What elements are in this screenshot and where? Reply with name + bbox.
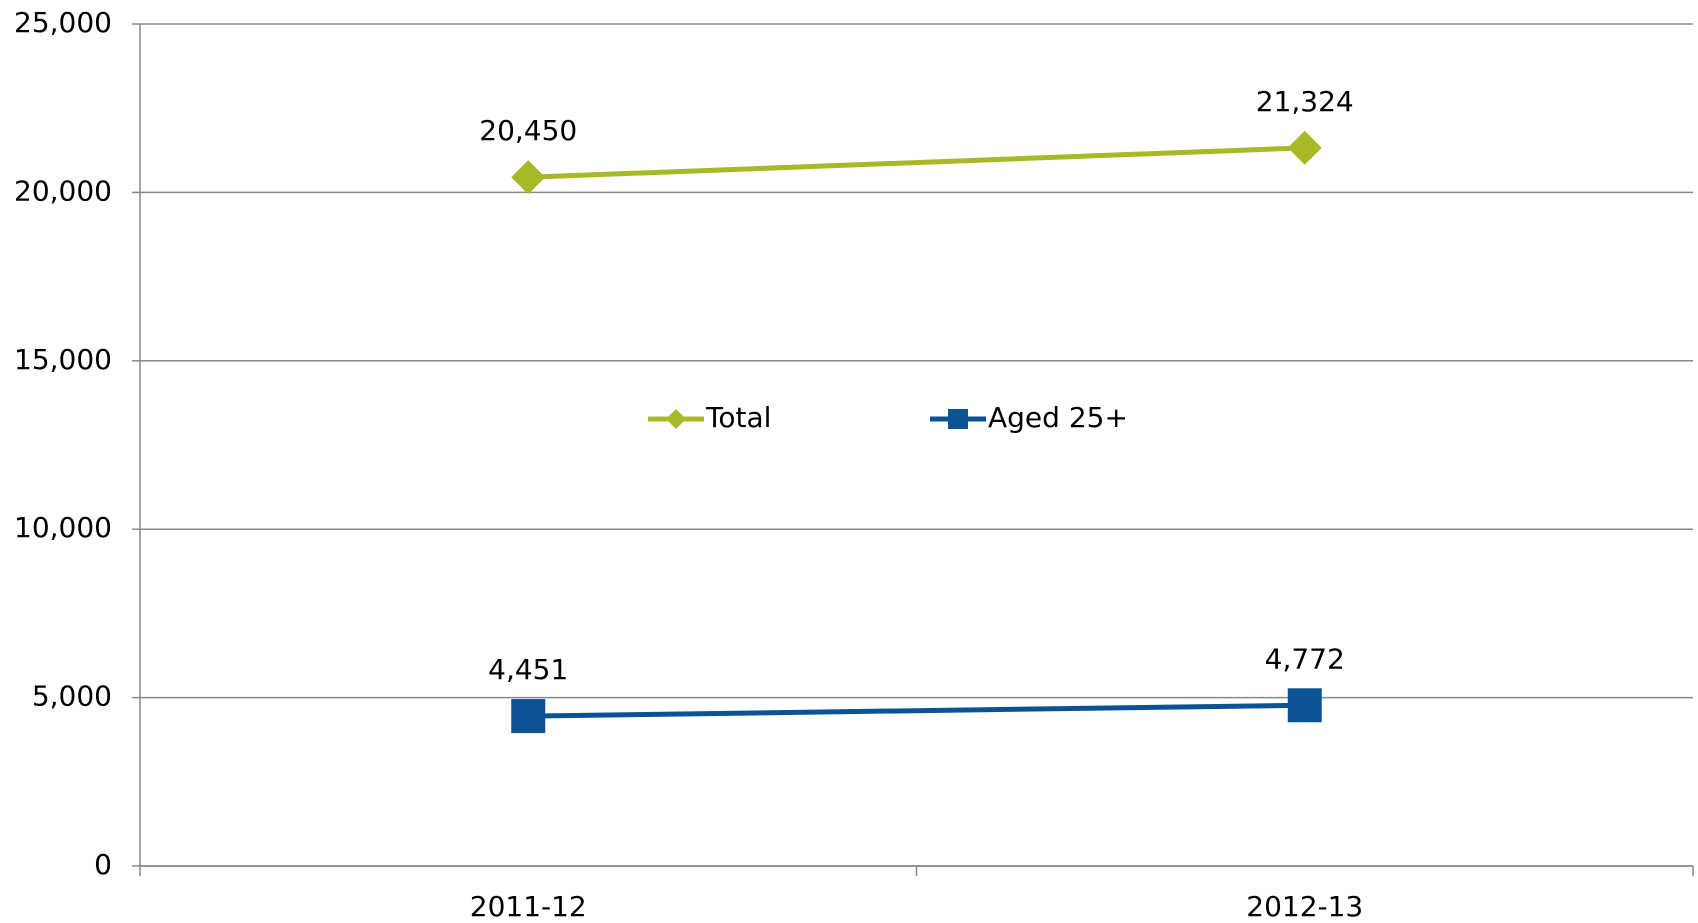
y-tick-label: 15,000 (14, 343, 112, 376)
legend-label: Total (705, 401, 771, 434)
series-line (528, 145, 1305, 180)
legend-marker (948, 409, 968, 429)
x-tick-label: 2012-13 (1246, 890, 1363, 923)
data-label: 4,772 (1265, 642, 1345, 675)
marker (511, 699, 546, 734)
series-line (528, 702, 1305, 719)
legend-marker (666, 409, 686, 429)
data-label: 20,450 (479, 114, 577, 147)
data-label: 4,451 (488, 653, 568, 686)
x-tick-label: 2011-12 (470, 890, 587, 923)
y-tick-label: 10,000 (14, 511, 112, 544)
marker (511, 160, 546, 195)
y-tick-label: 20,000 (14, 174, 112, 207)
marker (1287, 130, 1322, 165)
legend-label: Aged 25+ (988, 401, 1128, 434)
data-label: 21,324 (1256, 85, 1354, 118)
marker (1287, 688, 1322, 723)
y-tick-label: 5,000 (32, 680, 112, 713)
y-tick-label: 0 (94, 848, 112, 881)
y-tick-label: 25,000 (14, 6, 112, 39)
